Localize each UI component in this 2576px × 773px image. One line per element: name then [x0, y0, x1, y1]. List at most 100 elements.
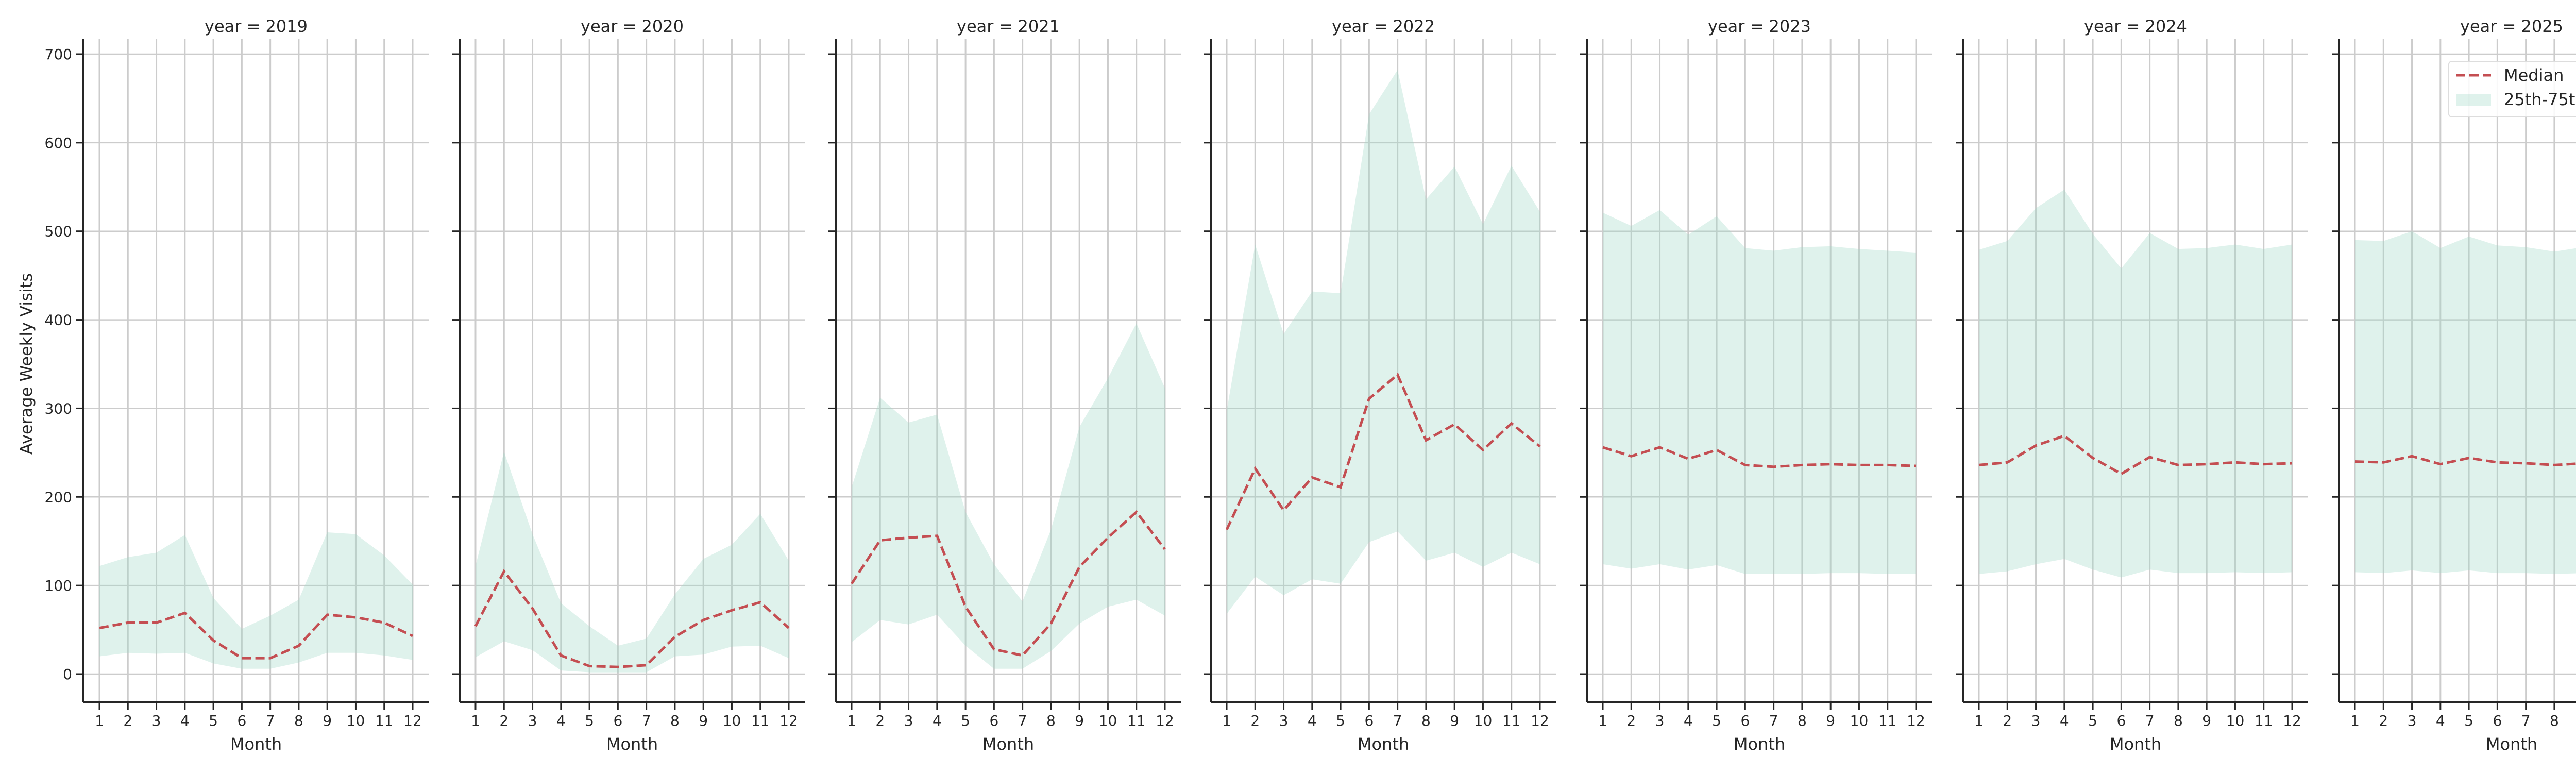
- median-line-2021: [850, 510, 1166, 657]
- x-tick-label: 7: [1769, 712, 1778, 729]
- x-tick-label: 6: [613, 712, 622, 729]
- panel-title-year: 2025: [2521, 16, 2563, 36]
- y-tick-label: 700: [45, 46, 72, 63]
- x-tick-label: 6: [989, 712, 998, 729]
- x-tick-label: 11: [375, 712, 394, 729]
- x-tick-label: 8: [1046, 712, 1056, 729]
- x-tick-label: 4: [2436, 712, 2445, 729]
- panel-title: year = 2019: [205, 16, 308, 36]
- x-tick-label: 10: [1474, 712, 1493, 729]
- x-tick-label: 5: [1712, 712, 1721, 729]
- x-tick-label: 12: [779, 712, 798, 729]
- x-axis-label: Month: [230, 734, 282, 754]
- x-tick-label: 1: [471, 712, 480, 729]
- legend-box: [2448, 61, 2576, 117]
- x-tick-label: 1: [847, 712, 856, 729]
- x-tick-label: 6: [1364, 712, 1374, 729]
- x-tick-label: 11: [1502, 712, 1521, 729]
- x-tick-label: 11: [2255, 712, 2273, 729]
- percentile-band-2020: [476, 451, 789, 673]
- x-tick-label: 4: [933, 712, 942, 729]
- x-tick-label: 5: [961, 712, 970, 729]
- x-tick-label: 2: [499, 712, 509, 729]
- panel-title-year: 2022: [1393, 16, 1435, 36]
- x-tick-label: 7: [2145, 712, 2155, 729]
- panel-title: year = 2022: [1332, 16, 1435, 36]
- x-tick-label: 8: [2174, 712, 2183, 729]
- percentile-band-2025: [2355, 231, 2576, 574]
- y-tick-label: 200: [45, 489, 72, 506]
- x-tick-label: 5: [2464, 712, 2473, 729]
- y-tick-label: 400: [45, 312, 72, 329]
- x-tick-label: 8: [670, 712, 680, 729]
- x-tick-label: 2: [1626, 712, 1636, 729]
- x-tick-label: 6: [2116, 712, 2126, 729]
- x-axis-label: Month: [1734, 734, 1785, 754]
- x-tick-label: 6: [237, 712, 246, 729]
- x-tick-label: 2: [1250, 712, 1260, 729]
- x-tick-label: 5: [585, 712, 594, 729]
- x-tick-label: 6: [2493, 712, 2502, 729]
- x-tick-label: 3: [2031, 712, 2041, 729]
- x-tick-label: 2: [875, 712, 885, 729]
- x-tick-label: 5: [1336, 712, 1345, 729]
- x-tick-label: 9: [323, 712, 332, 729]
- panel-title: year = 2023: [1708, 16, 1811, 36]
- y-tick-label: 600: [45, 135, 72, 152]
- x-axis-label: Month: [1358, 734, 1409, 754]
- x-tick-label: 11: [751, 712, 770, 729]
- legend-label-median: Median: [2504, 65, 2564, 85]
- x-tick-label: 8: [294, 712, 303, 729]
- x-tick-label: 3: [904, 712, 913, 729]
- x-tick-label: 4: [556, 712, 566, 729]
- x-tick-label: 12: [1907, 712, 1925, 729]
- median-line-2022: [1225, 373, 1541, 530]
- x-tick-label: 3: [1655, 712, 1665, 729]
- x-tick-label: 12: [2283, 712, 2301, 729]
- x-tick-label: 11: [1878, 712, 1897, 729]
- panel-title-prefix: year =: [581, 16, 642, 36]
- x-axis-label: Month: [2486, 734, 2537, 754]
- panel-title: year = 2020: [581, 16, 684, 36]
- x-tick-label: 6: [1740, 712, 1750, 729]
- panel-title: year = 2021: [957, 16, 1060, 36]
- panel-title-year: 2021: [1018, 16, 1060, 36]
- median-line-2023: [1602, 446, 1917, 468]
- x-tick-label: 4: [1684, 712, 1693, 729]
- y-axis-label: Average Weekly Visits: [16, 273, 36, 455]
- panel-title-prefix: year =: [2460, 16, 2521, 36]
- y-tick-label: 500: [45, 223, 72, 240]
- x-tick-label: 2: [2379, 712, 2388, 729]
- x-tick-label: 1: [1598, 712, 1607, 729]
- x-tick-label: 8: [1798, 712, 1807, 729]
- panel-title-year: 2024: [2145, 16, 2187, 36]
- panel-title-year: 2023: [1769, 16, 1811, 36]
- percentile-band-2024: [1979, 189, 2292, 578]
- x-tick-label: 7: [642, 712, 651, 729]
- percentile-band-2022: [1227, 70, 1540, 614]
- legend-label-percentile: 25th-75th Percentile: [2504, 90, 2576, 109]
- x-axis-label: Month: [982, 734, 1034, 754]
- panel-title-prefix: year =: [1708, 16, 1769, 36]
- x-tick-label: 7: [2521, 712, 2531, 729]
- x-tick-label: 3: [2408, 712, 2417, 729]
- x-tick-label: 3: [152, 712, 161, 729]
- panel-title-prefix: year =: [957, 16, 1018, 36]
- x-tick-label: 8: [2550, 712, 2559, 729]
- panel-title-prefix: year =: [205, 16, 266, 36]
- x-tick-label: 10: [347, 712, 365, 729]
- x-tick-label: 10: [1850, 712, 1869, 729]
- x-axis-label: Month: [2110, 734, 2161, 754]
- x-tick-label: 12: [1156, 712, 1174, 729]
- x-tick-label: 9: [1450, 712, 1459, 729]
- percentile-band-2023: [1603, 210, 1916, 574]
- x-tick-label: 12: [403, 712, 422, 729]
- panel-title: year = 2025: [2460, 16, 2563, 36]
